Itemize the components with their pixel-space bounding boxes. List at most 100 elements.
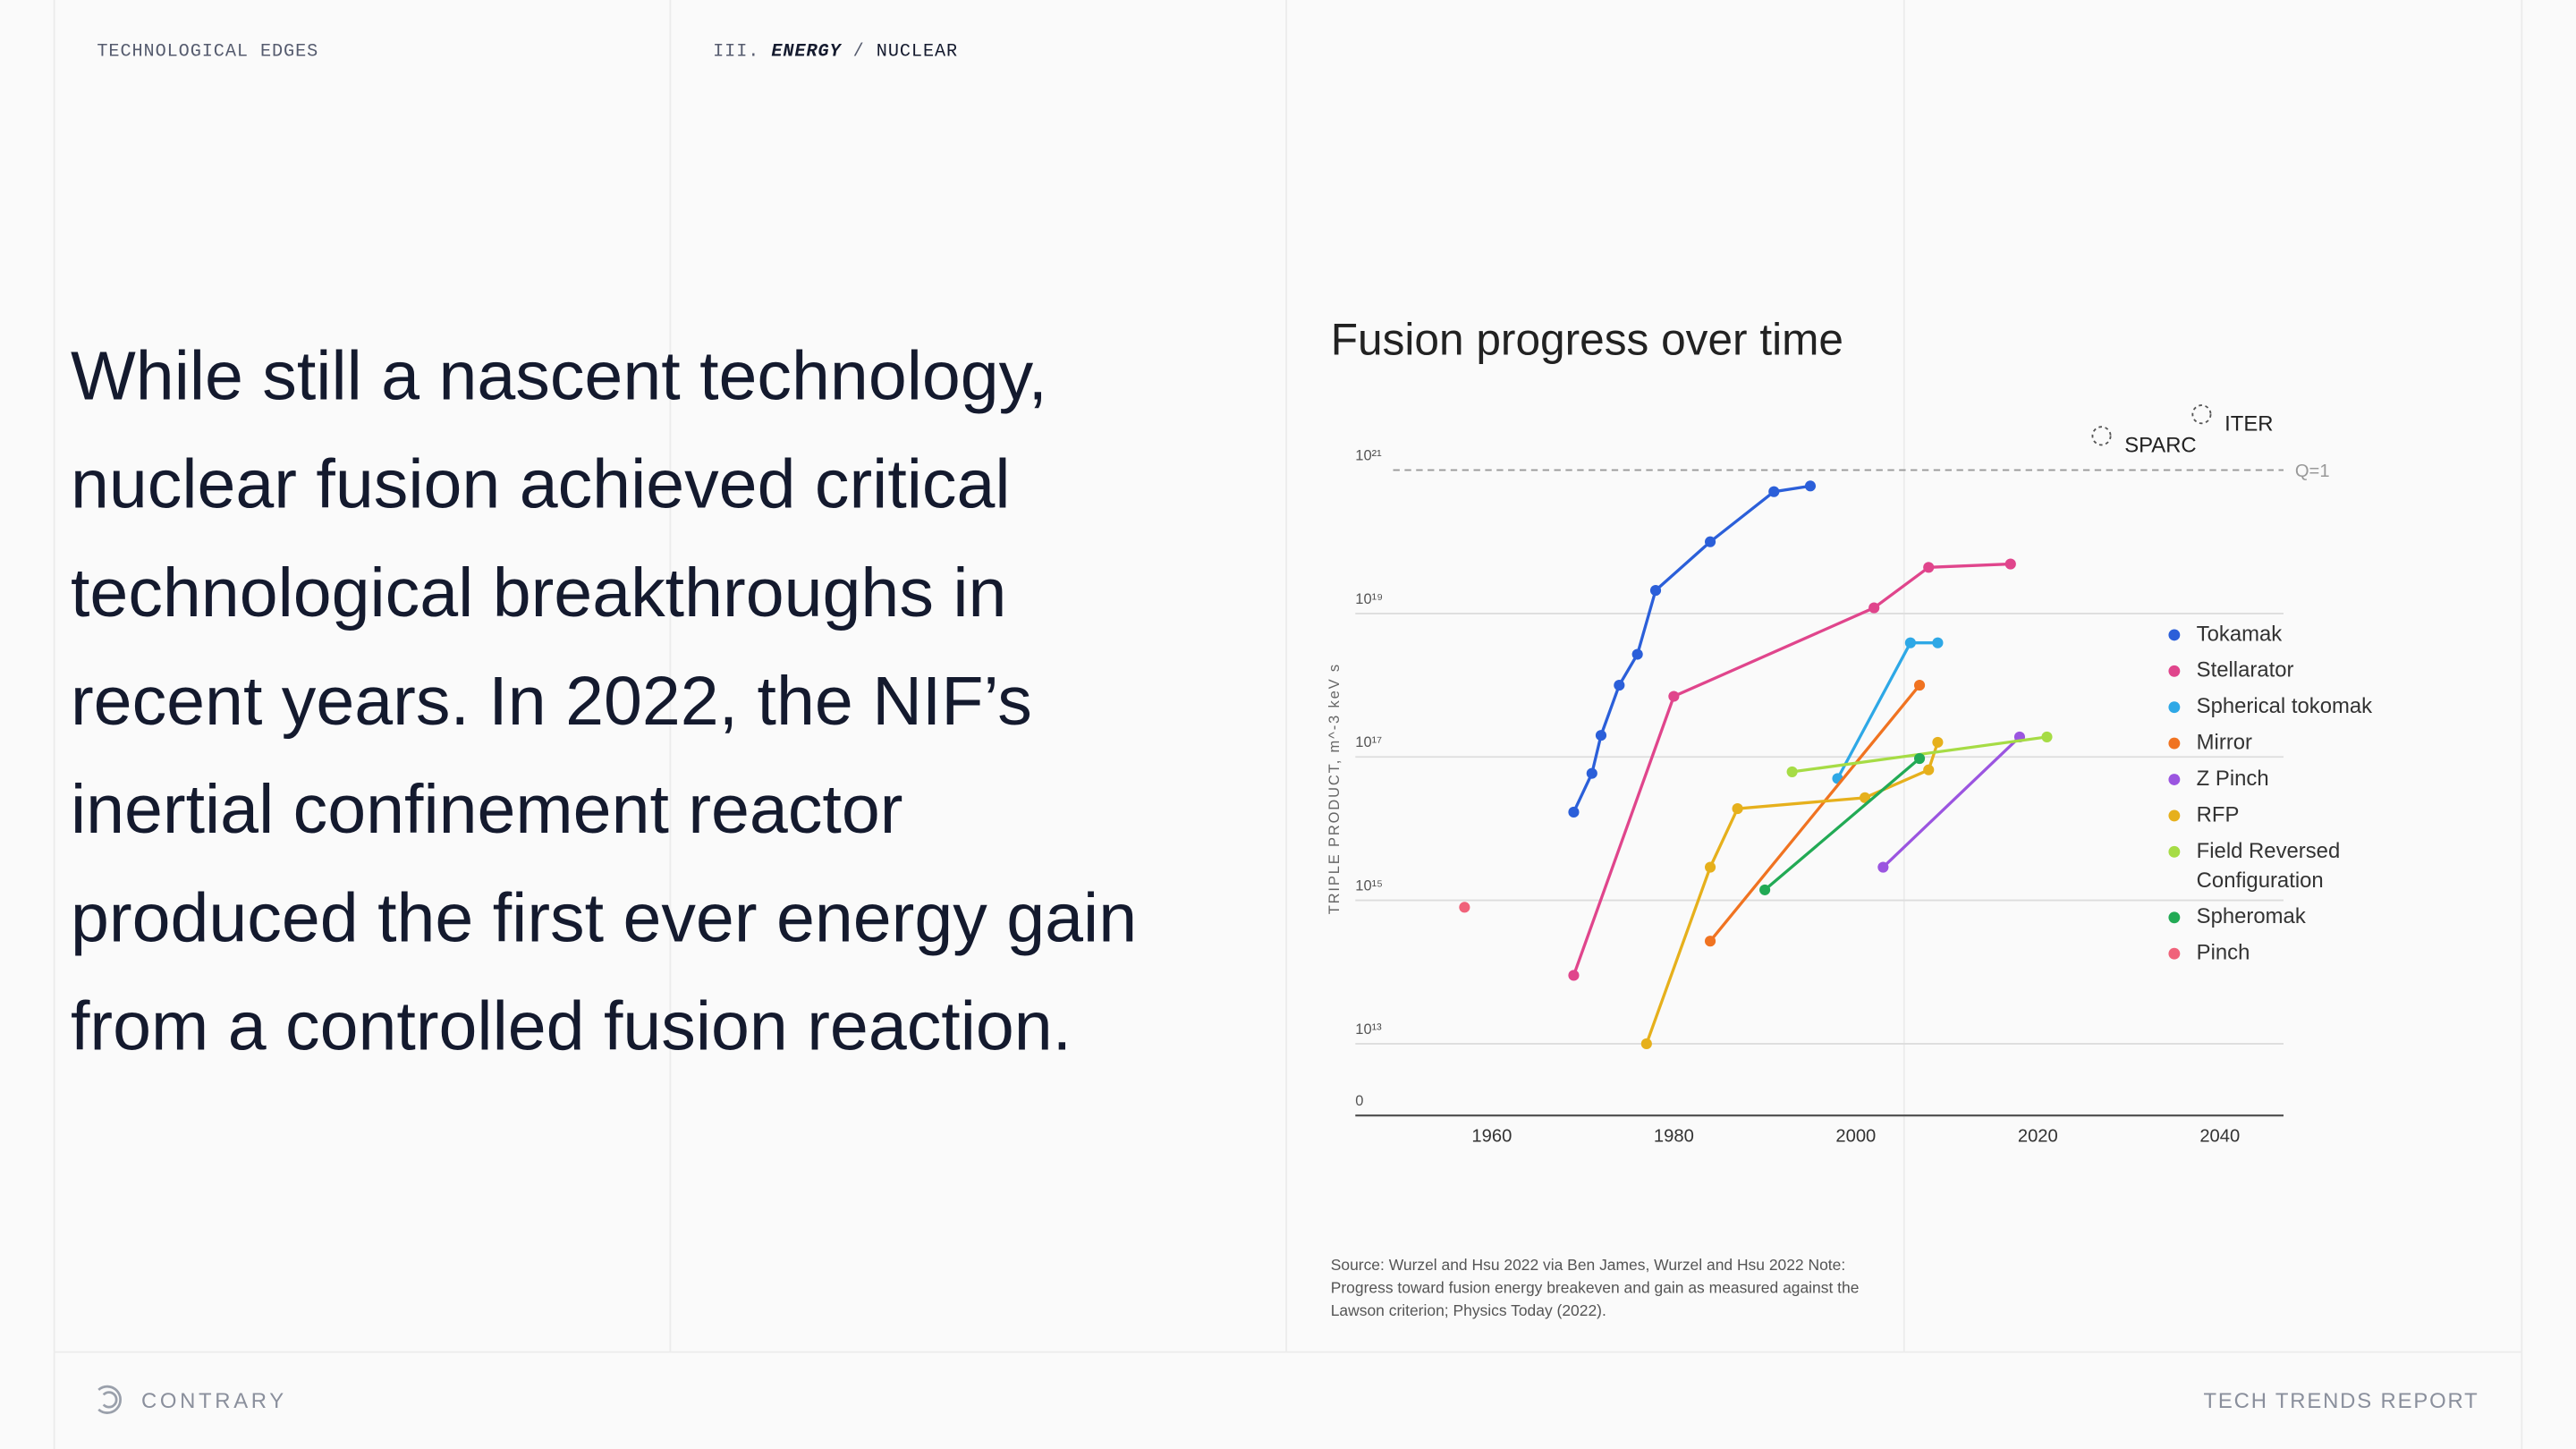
legend-label: Pinch [2196, 939, 2250, 965]
legend-swatch [2168, 665, 2181, 677]
legend-swatch [2168, 947, 2181, 960]
legend-swatch [2168, 911, 2181, 924]
x-tick-label: 2020 [2018, 1127, 2058, 1147]
y-tick-label: 10¹³ [1355, 1021, 1382, 1038]
data-point [1614, 680, 1625, 691]
data-point [1732, 803, 1743, 815]
legend-swatch [2168, 845, 2181, 858]
legend-swatch [2168, 737, 2181, 750]
legend-swatch [2168, 809, 2181, 822]
data-point [1868, 602, 1880, 614]
source: Source: Wurzel and Hsu 2022 via Ben Jame… [1330, 1257, 1860, 1321]
y-tick-label: 10¹⁷ [1355, 733, 1382, 750]
data-point [1904, 637, 1916, 648]
data-point [1668, 691, 1680, 702]
data-point [2041, 731, 2053, 742]
x-tick-label: 1980 [1654, 1127, 1694, 1147]
legend-label: Stellarator [2196, 657, 2294, 682]
y-tick-label: 10¹⁹ [1355, 590, 1383, 607]
layout-rules [53, 0, 2523, 1449]
series [1640, 736, 1944, 1050]
data-point [1640, 1038, 1652, 1050]
data-point [1704, 536, 1716, 547]
data-point [1649, 585, 1662, 597]
projection-point [2191, 404, 2212, 425]
legend-item: Tokamak [2165, 619, 2412, 648]
y-tick-label: 0 [1355, 1092, 1363, 1109]
series [1459, 902, 1470, 913]
series [1832, 637, 1944, 784]
data-point [1913, 752, 1926, 765]
data-point [1923, 764, 1935, 775]
data-point [1704, 861, 1716, 873]
projection-label: SPARC [2124, 434, 2196, 458]
legend-label: Z Pinch [2196, 765, 2269, 791]
reference-label: Q=1 [2295, 462, 2330, 481]
legend: Tokamak Stellarator Spherical tokomak Mirro… [2165, 619, 2412, 974]
data-point [1595, 730, 1607, 741]
separator: / [852, 42, 865, 63]
data-point [1923, 562, 1935, 573]
x-tick-label: 1960 [1471, 1127, 1512, 1147]
data-point [1459, 902, 1470, 913]
data-point [1704, 936, 1716, 947]
data-point [1877, 861, 1889, 873]
data-point [1631, 648, 1643, 660]
data-point [1568, 970, 1580, 981]
legend-swatch [2168, 701, 2181, 714]
projection-label: ITER [2224, 412, 2273, 436]
section: ENERGY [771, 42, 842, 63]
legend-item: Field Reversed Configuration [2165, 836, 2412, 895]
subsection: NUCLEAR [876, 42, 959, 63]
legend-item: RFP [2165, 800, 2412, 829]
projection-point [2091, 426, 2112, 446]
legend-label: Spheromak [2196, 903, 2306, 928]
series [1759, 752, 1926, 895]
legend-item: Pinch [2165, 938, 2412, 968]
data-point [1586, 767, 1597, 779]
series-line [1645, 741, 1939, 1045]
y-tick-label: 10¹⁵ [1355, 877, 1383, 894]
x-tick-label: 2040 [2199, 1127, 2240, 1147]
series-line [1882, 735, 2021, 869]
data-point [1759, 884, 1771, 895]
legend-item: Mirror [2165, 728, 2412, 758]
legend-label: Field Reversed Configuration [2196, 837, 2341, 893]
legend-label: Tokamak [2196, 621, 2283, 646]
data-point [1913, 680, 1926, 691]
data-point [1932, 736, 1944, 748]
legend-label: Mirror [2196, 729, 2253, 755]
series [1877, 731, 2026, 873]
logo [97, 1385, 122, 1414]
series-line [1572, 484, 1811, 813]
series-line [1764, 757, 1921, 892]
data-point [2004, 558, 2016, 570]
series [1568, 480, 1817, 818]
data-point [1804, 480, 1817, 492]
section-number: III. [713, 42, 760, 63]
legend-label: Spherical tokomak [2196, 693, 2373, 718]
legend-item: Stellarator [2165, 656, 2412, 685]
legend-item: Z Pinch [2165, 764, 2412, 793]
data-point [1932, 637, 1944, 648]
series [1568, 558, 2016, 981]
breadcrumb: III. ENERGY / NUCLEAR [713, 43, 958, 63]
x-tick-label: 2000 [1835, 1127, 1876, 1147]
legend-swatch [2168, 774, 2181, 785]
data-point [1568, 806, 1580, 818]
series-line [1708, 684, 1921, 943]
header-left: TECHNOLOGICAL EDGES [97, 42, 319, 63]
footer-right: TECH TRENDS REPORT [2203, 1388, 2479, 1413]
y-axis-label: TRIPLE PRODUCT, m^-3 keV s [1326, 663, 1343, 914]
data-point [1768, 486, 1780, 497]
legend-label: RFP [2196, 801, 2240, 826]
brand: CONTRARY [140, 1388, 287, 1413]
legend-item: Spheromak [2165, 902, 2412, 931]
body-text: While still a nascent technology, nuclea… [70, 336, 1138, 1065]
series [1704, 680, 1926, 947]
legend-swatch [2168, 629, 2181, 641]
y-tick-label: 10²¹ [1355, 447, 1382, 464]
